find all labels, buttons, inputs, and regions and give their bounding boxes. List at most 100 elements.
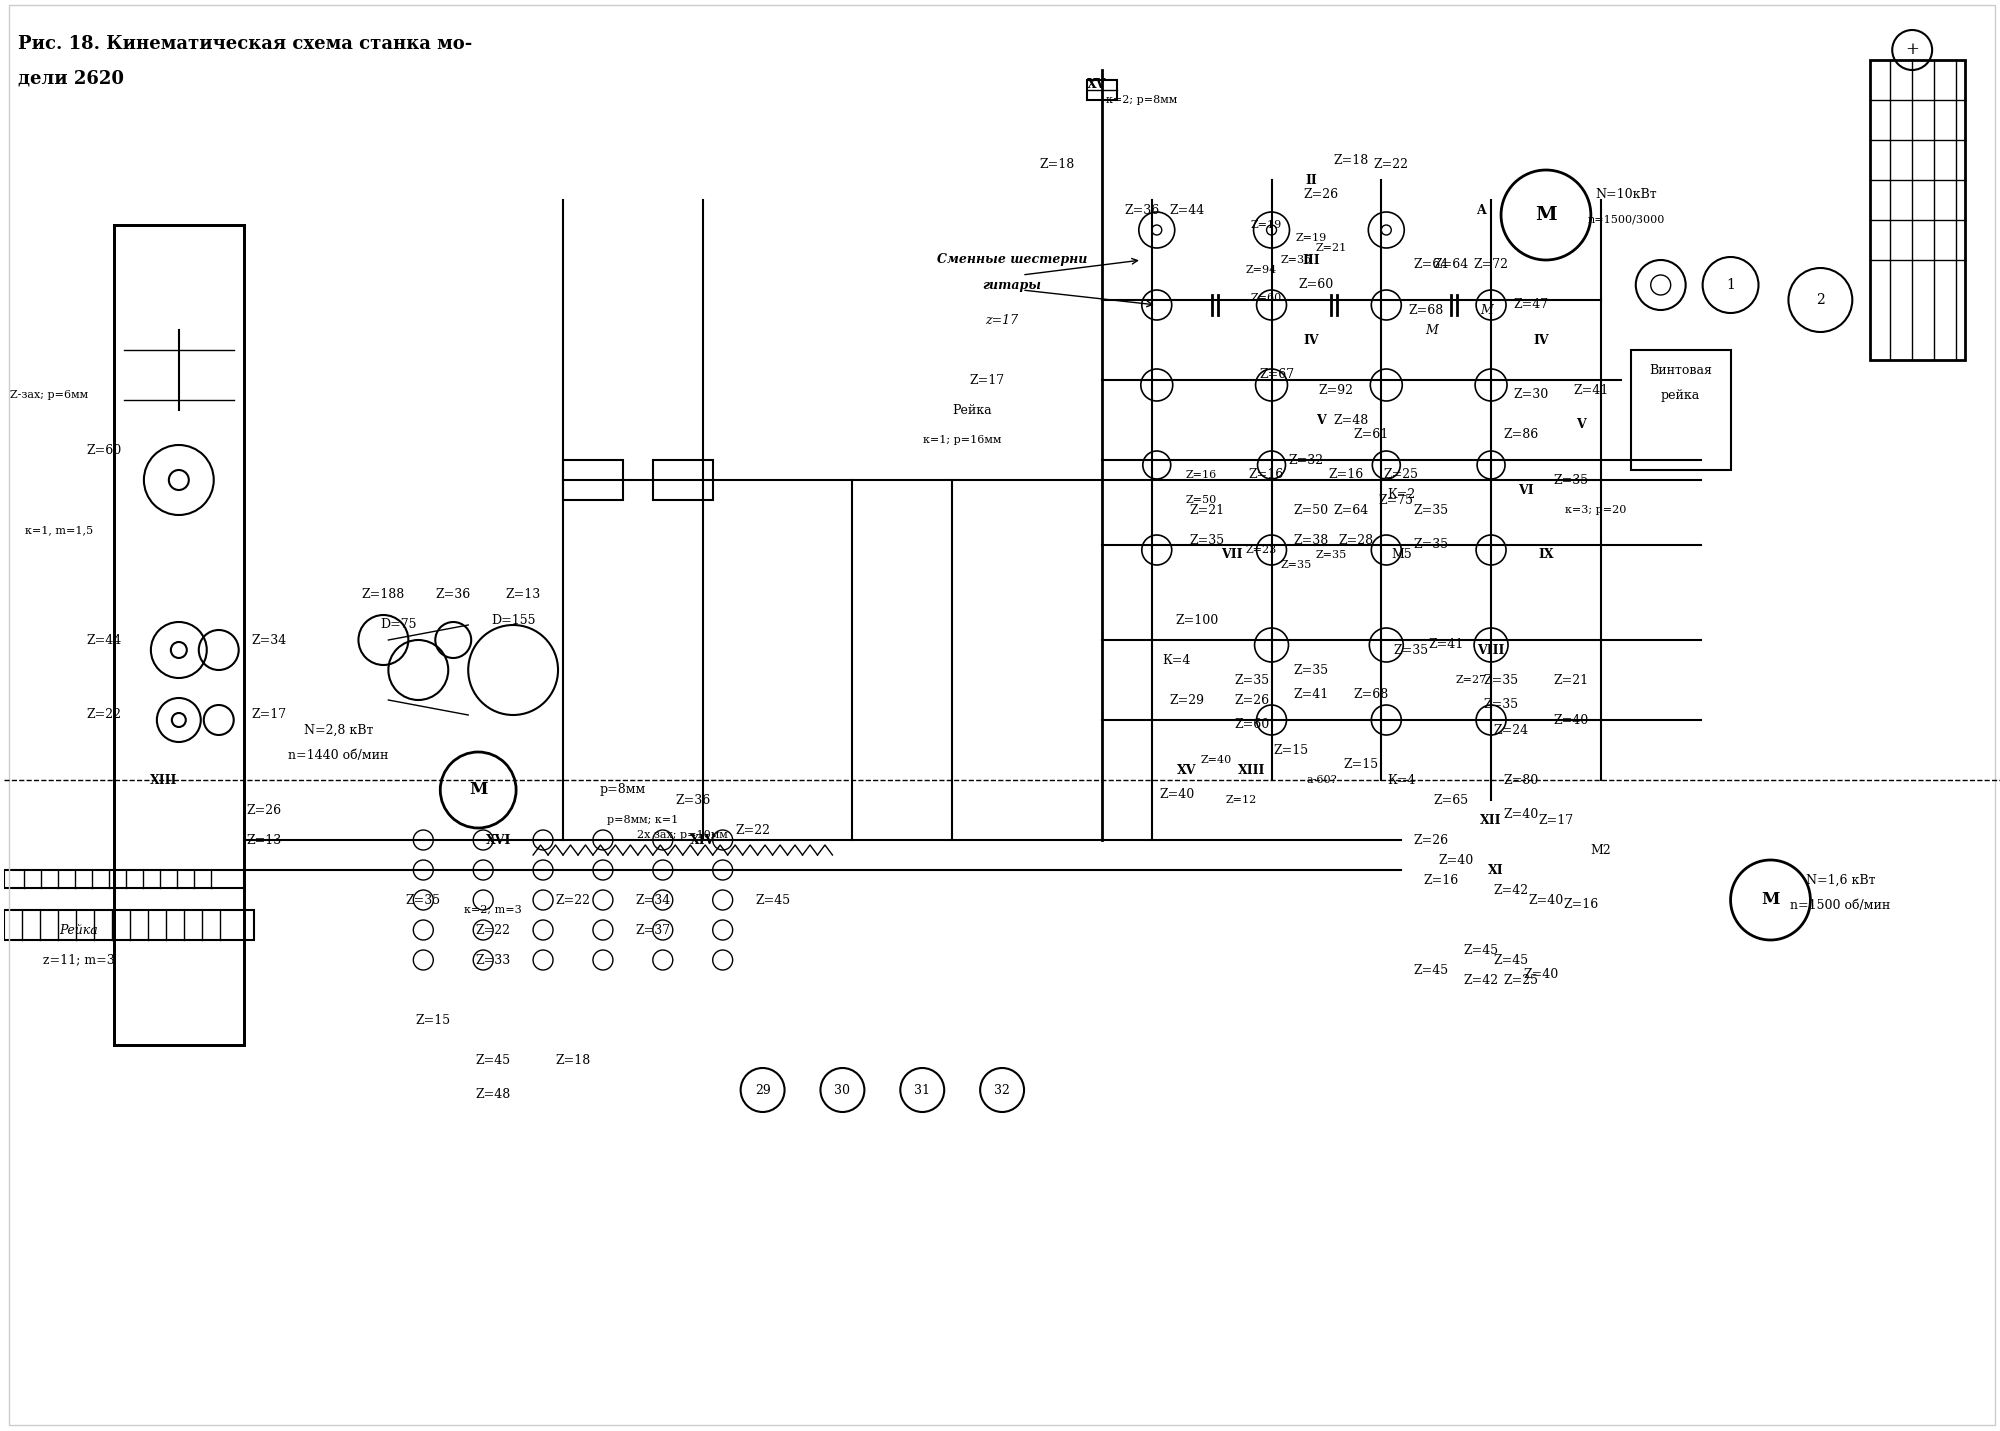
Text: VIII: VIII bbox=[1478, 644, 1504, 657]
Text: Винтовая: Винтовая bbox=[1650, 363, 1712, 376]
Text: Z=35: Z=35 bbox=[1234, 674, 1270, 687]
Text: к=2; р=8мм: к=2; р=8мм bbox=[1106, 94, 1178, 104]
Text: Z=60: Z=60 bbox=[1298, 279, 1334, 292]
Text: Z=50: Z=50 bbox=[1294, 504, 1330, 517]
Text: A: A bbox=[1476, 203, 1486, 216]
Text: Z=35: Z=35 bbox=[1190, 534, 1224, 547]
Text: Z=67: Z=67 bbox=[1258, 369, 1294, 382]
Text: +: + bbox=[1906, 41, 1920, 59]
Text: Z=35: Z=35 bbox=[1484, 698, 1518, 711]
Text: рейка: рейка bbox=[1662, 388, 1700, 402]
Text: IX: IX bbox=[1538, 548, 1554, 561]
Text: Z=40: Z=40 bbox=[1438, 853, 1474, 867]
Text: Z=64: Z=64 bbox=[1334, 504, 1368, 517]
Text: Z=22: Z=22 bbox=[736, 823, 770, 837]
Text: Z=100: Z=100 bbox=[1176, 614, 1218, 627]
Text: Z=16: Z=16 bbox=[1424, 873, 1458, 886]
Text: XVI: XVI bbox=[486, 833, 510, 847]
Text: р=8мм; к=1: р=8мм; к=1 bbox=[608, 816, 678, 826]
Text: XI: XI bbox=[1488, 863, 1504, 877]
Text: Z=22: Z=22 bbox=[556, 893, 590, 906]
Text: Z=22: Z=22 bbox=[476, 923, 510, 936]
Text: N=10кВт: N=10кВт bbox=[1594, 189, 1656, 202]
Text: к=1, m=1,5: к=1, m=1,5 bbox=[26, 525, 94, 535]
Text: Z=23: Z=23 bbox=[1246, 545, 1278, 555]
Text: XII: XII bbox=[1480, 813, 1502, 827]
Text: 2х зах; р=10мм: 2х зах; р=10мм bbox=[638, 830, 728, 840]
Text: N=2,8 кВт: N=2,8 кВт bbox=[304, 724, 374, 737]
Text: Z=17: Z=17 bbox=[252, 708, 286, 721]
Text: Z=15: Z=15 bbox=[416, 1013, 450, 1026]
Text: Z=41: Z=41 bbox=[1294, 688, 1330, 701]
Text: к=2; m=3: к=2; m=3 bbox=[464, 904, 522, 914]
Text: Z=33: Z=33 bbox=[476, 953, 510, 966]
Bar bbox=[4, 870, 244, 889]
Text: Z=75: Z=75 bbox=[1378, 494, 1414, 507]
Text: 30: 30 bbox=[834, 1083, 850, 1096]
Text: Z=40: Z=40 bbox=[1528, 893, 1564, 906]
Text: Z=12: Z=12 bbox=[1226, 796, 1258, 806]
Text: VII: VII bbox=[1220, 548, 1242, 561]
Text: Z=35: Z=35 bbox=[1554, 474, 1588, 487]
Text: Рейка: Рейка bbox=[60, 923, 98, 936]
Text: Z=61: Z=61 bbox=[1354, 428, 1388, 442]
Text: Z=25: Z=25 bbox=[1504, 973, 1538, 986]
Text: V: V bbox=[1576, 418, 1586, 432]
Text: гитары: гитары bbox=[982, 279, 1042, 292]
Text: К=4: К=4 bbox=[1388, 774, 1416, 787]
Text: Z=48: Z=48 bbox=[1334, 414, 1368, 426]
Text: XIII: XIII bbox=[1238, 764, 1266, 777]
Text: IV: IV bbox=[1304, 333, 1320, 346]
Text: Z=41: Z=41 bbox=[1574, 384, 1608, 396]
Text: Z=45: Z=45 bbox=[1494, 953, 1528, 966]
Text: Z=13: Z=13 bbox=[506, 588, 540, 601]
Text: XIII: XIII bbox=[150, 774, 178, 787]
Text: дели 2620: дели 2620 bbox=[18, 70, 124, 87]
Text: Z=18: Z=18 bbox=[1040, 159, 1074, 172]
Text: Z=45: Z=45 bbox=[1464, 943, 1498, 956]
Text: К=2: К=2 bbox=[1388, 488, 1416, 501]
Text: Z=38: Z=38 bbox=[1294, 534, 1330, 547]
Text: n=1500/3000: n=1500/3000 bbox=[1588, 215, 1664, 225]
Text: Z=35: Z=35 bbox=[406, 893, 440, 906]
Text: Z=68: Z=68 bbox=[1354, 688, 1388, 701]
Text: Z=35: Z=35 bbox=[1414, 504, 1448, 517]
Text: D=75: D=75 bbox=[380, 618, 416, 631]
Bar bbox=[1630, 351, 1730, 469]
Text: Z=34: Z=34 bbox=[636, 893, 670, 906]
Text: Z=16: Z=16 bbox=[1564, 899, 1598, 912]
Text: M: M bbox=[1480, 303, 1492, 316]
Text: Z=42: Z=42 bbox=[1464, 973, 1498, 986]
Text: Z=35: Z=35 bbox=[1280, 255, 1312, 265]
Text: 1: 1 bbox=[1726, 278, 1736, 292]
Text: к=3; р=20: к=3; р=20 bbox=[1566, 505, 1626, 515]
Text: Z=64: Z=64 bbox=[1414, 259, 1448, 272]
Text: Z=42: Z=42 bbox=[1494, 883, 1528, 896]
Text: Z=45: Z=45 bbox=[476, 1053, 510, 1066]
Text: M: M bbox=[1762, 892, 1780, 909]
Text: Z=68: Z=68 bbox=[1408, 303, 1444, 316]
Text: Z=15: Z=15 bbox=[1344, 758, 1378, 771]
Text: К=4: К=4 bbox=[1162, 654, 1190, 667]
Bar bbox=[652, 459, 712, 499]
Text: XIV: XIV bbox=[690, 833, 716, 847]
Text: Z=19: Z=19 bbox=[1250, 220, 1282, 230]
Text: Z=60: Z=60 bbox=[1250, 293, 1282, 303]
Text: Рейка: Рейка bbox=[952, 404, 992, 416]
Text: M: M bbox=[470, 781, 488, 798]
Text: Z=44: Z=44 bbox=[1170, 203, 1204, 216]
Text: VI: VI bbox=[1518, 484, 1534, 497]
Text: Z=86: Z=86 bbox=[1504, 428, 1538, 442]
Text: Z=36: Z=36 bbox=[676, 794, 710, 807]
Text: III: III bbox=[1302, 253, 1320, 266]
Text: 32: 32 bbox=[994, 1083, 1010, 1096]
Text: 31: 31 bbox=[914, 1083, 930, 1096]
Text: Z=17: Z=17 bbox=[970, 373, 1004, 386]
Text: Z=40: Z=40 bbox=[1160, 788, 1194, 801]
Text: Z=25: Z=25 bbox=[1384, 468, 1418, 481]
Text: р=8мм: р=8мм bbox=[600, 784, 646, 797]
Text: M5: M5 bbox=[1390, 548, 1412, 561]
Text: II: II bbox=[1306, 173, 1318, 186]
Text: Z=40: Z=40 bbox=[1554, 714, 1588, 727]
Text: Z=50: Z=50 bbox=[1186, 495, 1218, 505]
